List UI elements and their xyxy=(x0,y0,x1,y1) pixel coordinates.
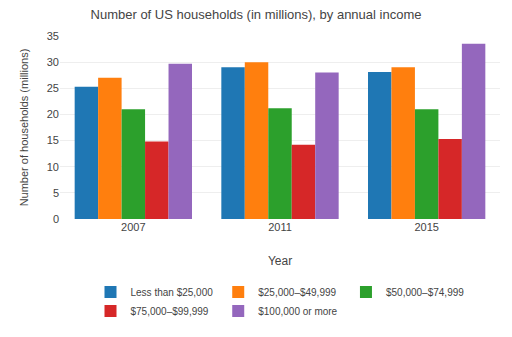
svg-text:0: 0 xyxy=(53,213,59,225)
svg-text:2007: 2007 xyxy=(121,221,145,233)
svg-text:Number of US households (in mi: Number of US households (in millions), b… xyxy=(91,7,422,22)
svg-text:30: 30 xyxy=(47,56,59,68)
svg-text:2015: 2015 xyxy=(414,221,438,233)
svg-text:Less than $25,000: Less than $25,000 xyxy=(131,287,214,298)
svg-text:35: 35 xyxy=(47,30,59,42)
svg-text:25: 25 xyxy=(47,82,59,94)
svg-text:$50,000–$74,999: $50,000–$74,999 xyxy=(386,287,464,298)
svg-text:$75,000–$99,999: $75,000–$99,999 xyxy=(131,306,209,317)
svg-text:$100,000 or more: $100,000 or more xyxy=(258,306,337,317)
svg-text:10: 10 xyxy=(47,161,59,173)
svg-text:Year: Year xyxy=(268,254,292,268)
svg-text:Number of households (millions: Number of households (millions) xyxy=(18,49,30,207)
svg-text:$25,000–$49,999: $25,000–$49,999 xyxy=(258,287,336,298)
svg-text:20: 20 xyxy=(47,108,59,120)
svg-text:15: 15 xyxy=(47,134,59,146)
svg-text:5: 5 xyxy=(53,187,59,199)
svg-text:2011: 2011 xyxy=(268,221,292,233)
